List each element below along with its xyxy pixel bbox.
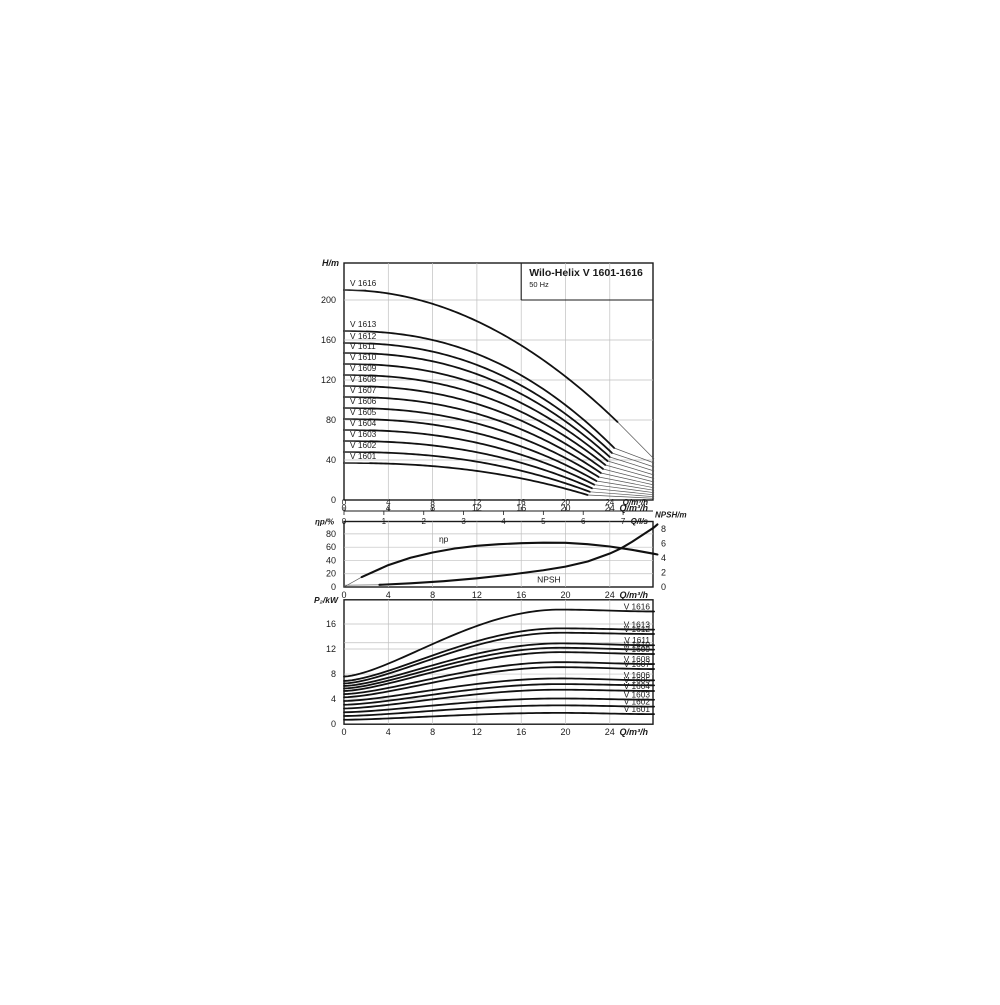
- svg-text:160: 160: [321, 335, 336, 345]
- svg-text:V 1606: V 1606: [350, 396, 377, 406]
- svg-text:16: 16: [517, 498, 526, 507]
- svg-text:20: 20: [561, 498, 570, 507]
- svg-text:4: 4: [331, 694, 336, 704]
- svg-text:V 1610: V 1610: [350, 352, 377, 362]
- svg-text:40: 40: [326, 556, 336, 566]
- svg-text:V 1601: V 1601: [624, 704, 651, 714]
- svg-text:0: 0: [661, 582, 666, 592]
- svg-text:8: 8: [661, 524, 666, 534]
- svg-text:16: 16: [516, 590, 526, 600]
- svg-text:0: 0: [331, 582, 336, 592]
- svg-text:200: 200: [321, 295, 336, 305]
- svg-text:20: 20: [560, 590, 570, 600]
- svg-text:Q/m³/h: Q/m³/h: [623, 498, 648, 507]
- svg-text:80: 80: [326, 529, 336, 539]
- svg-text:V 1612: V 1612: [350, 331, 377, 341]
- svg-text:80: 80: [326, 415, 336, 425]
- svg-text:4: 4: [661, 553, 666, 563]
- svg-text:Q/m³/h: Q/m³/h: [620, 590, 649, 600]
- svg-text:H/m: H/m: [322, 258, 339, 268]
- svg-text:P₂/kW: P₂/kW: [314, 595, 339, 605]
- svg-text:16: 16: [326, 619, 336, 629]
- svg-text:V 1613: V 1613: [350, 319, 377, 329]
- svg-text:40: 40: [326, 455, 336, 465]
- svg-text:V 1602: V 1602: [350, 440, 377, 450]
- svg-text:120: 120: [321, 375, 336, 385]
- svg-text:V 1607: V 1607: [350, 385, 377, 395]
- svg-text:20: 20: [326, 569, 336, 579]
- svg-text:24: 24: [605, 498, 614, 507]
- svg-text:V 1609: V 1609: [350, 363, 377, 373]
- svg-text:Q/m³/h: Q/m³/h: [620, 727, 649, 737]
- svg-text:50 Hz: 50 Hz: [529, 280, 549, 289]
- svg-text:V 1608: V 1608: [350, 374, 377, 384]
- svg-text:8: 8: [331, 669, 336, 679]
- svg-text:12: 12: [472, 727, 482, 737]
- svg-text:ηp: ηp: [439, 534, 449, 544]
- svg-text:24: 24: [605, 590, 615, 600]
- svg-text:V 1616: V 1616: [350, 278, 377, 288]
- svg-text:0: 0: [341, 590, 346, 600]
- svg-text:4: 4: [386, 498, 391, 507]
- svg-text:4: 4: [386, 727, 391, 737]
- svg-text:V 1601: V 1601: [350, 451, 377, 461]
- svg-text:0: 0: [331, 495, 336, 505]
- svg-text:NPSH/m: NPSH/m: [655, 511, 687, 520]
- svg-text:ηp/%: ηp/%: [315, 518, 334, 527]
- svg-text:NPSH: NPSH: [537, 574, 561, 584]
- svg-text:8: 8: [430, 498, 435, 507]
- svg-text:12: 12: [472, 590, 482, 600]
- svg-text:2: 2: [661, 567, 666, 577]
- svg-text:0: 0: [341, 727, 346, 737]
- svg-text:16: 16: [516, 727, 526, 737]
- svg-text:12: 12: [326, 644, 336, 654]
- svg-text:4: 4: [386, 590, 391, 600]
- svg-text:V 1609: V 1609: [624, 644, 651, 654]
- svg-text:V 1605: V 1605: [350, 407, 377, 417]
- svg-text:0: 0: [342, 498, 347, 507]
- svg-text:V 1616: V 1616: [624, 601, 651, 611]
- svg-text:0: 0: [331, 719, 336, 729]
- svg-text:V 1607: V 1607: [624, 659, 651, 669]
- svg-text:6: 6: [661, 538, 666, 548]
- svg-text:V 1612: V 1612: [624, 624, 651, 634]
- svg-text:8: 8: [430, 727, 435, 737]
- svg-text:24: 24: [605, 727, 615, 737]
- svg-text:V 1603: V 1603: [350, 429, 377, 439]
- svg-text:Wilo-Helix V 1601-1616: Wilo-Helix V 1601-1616: [529, 267, 643, 279]
- svg-text:12: 12: [472, 498, 481, 507]
- svg-text:20: 20: [560, 727, 570, 737]
- svg-text:V 1604: V 1604: [350, 418, 377, 428]
- svg-text:8: 8: [430, 590, 435, 600]
- svg-text:V 1611: V 1611: [350, 341, 376, 351]
- svg-text:60: 60: [326, 542, 336, 552]
